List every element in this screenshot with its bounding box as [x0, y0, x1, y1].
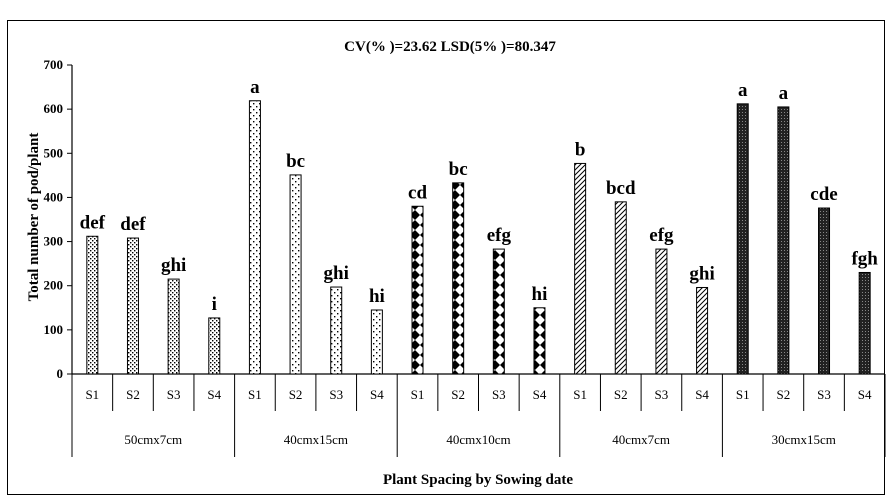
significance-letter: bc — [449, 159, 468, 180]
bar — [452, 182, 465, 375]
x-category-label: S4 — [533, 387, 547, 402]
significance-letter: def — [80, 212, 106, 233]
x-category-label: S3 — [492, 387, 506, 402]
y-axis-label: Total number of pod/plant — [26, 133, 42, 302]
x-category-label: S2 — [451, 387, 465, 402]
x-category-label: S2 — [777, 387, 791, 402]
y-tick-label: 600 — [44, 101, 64, 116]
bar — [86, 235, 99, 375]
x-category-label: S2 — [126, 387, 140, 402]
significance-letter: a — [250, 77, 260, 98]
x-group-label: 50cmx7cm — [124, 432, 182, 447]
x-category-label: S4 — [370, 387, 384, 402]
x-axis-label: Plant Spacing by Sowing date — [383, 472, 573, 488]
x-category-label: S1 — [573, 387, 587, 402]
x-group-label: 40cmx10cm — [446, 432, 510, 447]
bar — [574, 162, 587, 375]
bar — [126, 237, 139, 375]
x-category-label: S3 — [655, 387, 669, 402]
x-group-label: 40cmx15cm — [284, 432, 348, 447]
x-category-label: S2 — [289, 387, 303, 402]
y-tick-label: 700 — [44, 57, 64, 72]
bar — [330, 286, 343, 375]
x-group-label: 30cmx15cm — [772, 432, 836, 447]
y-tick-label: 100 — [44, 322, 64, 337]
bar — [370, 309, 383, 375]
significance-letter: fgh — [851, 248, 878, 269]
significance-letter: efg — [487, 225, 512, 246]
y-tick-label: 0 — [57, 366, 64, 381]
bar — [208, 317, 221, 375]
x-category-label: S4 — [695, 387, 709, 402]
significance-letter: a — [738, 80, 748, 101]
x-category-label: S1 — [736, 387, 750, 402]
significance-letter: efg — [649, 225, 674, 246]
bar — [736, 103, 749, 375]
bar — [777, 106, 790, 375]
significance-letter: ghi — [324, 263, 349, 284]
bar — [818, 207, 831, 375]
x-group-label: 40cmx7cm — [612, 432, 670, 447]
bar — [248, 100, 261, 375]
y-tick-label: 500 — [44, 145, 64, 160]
x-category-label: S4 — [858, 387, 872, 402]
x-category-label: S3 — [329, 387, 343, 402]
bars — [86, 100, 871, 375]
significance-letter: bcd — [606, 178, 636, 199]
significance-letter: i — [212, 294, 217, 315]
bar — [533, 307, 546, 375]
x-category-label: S3 — [167, 387, 181, 402]
x-category-label: S1 — [248, 387, 262, 402]
x-category-label: S1 — [85, 387, 99, 402]
bar — [858, 271, 871, 375]
significance-letter: b — [575, 139, 586, 160]
significance-letter: ghi — [689, 263, 714, 284]
chart-frame — [7, 20, 885, 495]
x-category-label: S4 — [207, 387, 221, 402]
bar — [167, 278, 180, 375]
bar — [411, 205, 424, 375]
x-category-label: S1 — [411, 387, 425, 402]
x-category-label: S3 — [817, 387, 831, 402]
significance-letter: bc — [286, 151, 305, 172]
significance-letter: cde — [810, 184, 837, 205]
significance-letter: def — [120, 214, 146, 235]
bar — [492, 248, 505, 375]
x-category-label: S2 — [614, 387, 628, 402]
bar — [614, 201, 627, 375]
significance-letter: a — [779, 83, 789, 104]
significance-letter: hi — [369, 286, 385, 307]
bar — [696, 286, 709, 375]
x-axis-categories: S1 S2 S3 S4 50cmx7cm S1 S2 S3 S4 40cmx15cm S1 S2 S3 S… — [71, 374, 886, 457]
y-tick-label: 300 — [44, 234, 64, 249]
y-tick-label: 400 — [44, 189, 64, 204]
significance-letter: ghi — [161, 255, 186, 276]
y-tick-label: 200 — [44, 278, 64, 293]
significance-letter: hi — [532, 284, 548, 305]
bar — [289, 174, 302, 375]
chart-title: CV(% )=23.62 LSD(5% )=80.347 — [344, 39, 556, 55]
bar — [655, 248, 668, 375]
significance-letter: cd — [408, 182, 427, 203]
